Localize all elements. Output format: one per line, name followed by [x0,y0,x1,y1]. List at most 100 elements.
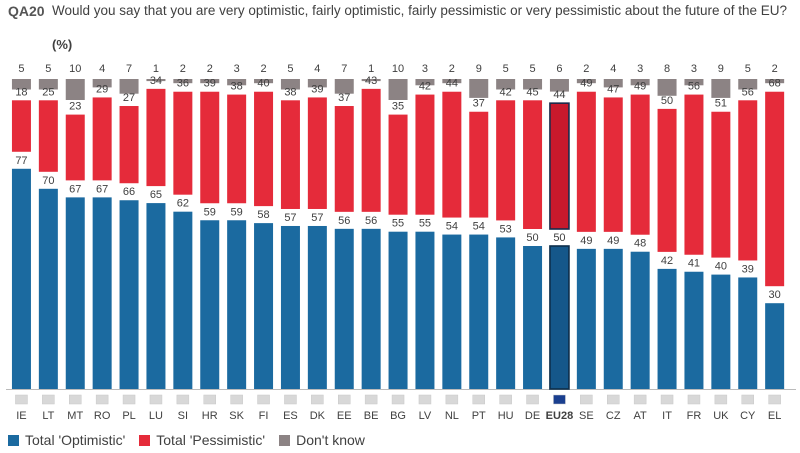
category-label-be: BE [364,410,379,422]
bar-optimistic-es [280,225,300,389]
legend: Total 'Optimistic' Total 'Pessimistic' D… [8,432,379,448]
label-pessimistic-si: 36 [177,78,189,90]
bar-optimistic-ro [92,197,112,389]
label-dont-know-lu: 1 [153,63,159,75]
bar-optimistic-hu [496,237,516,389]
label-pessimistic-lt: 25 [42,86,54,98]
bar-dont-know-pt [469,79,489,98]
legend-item-dont-know: Don't know [279,432,365,448]
label-dont-know-pl: 7 [126,63,132,75]
label-dont-know-eu28: 6 [556,63,562,75]
category-label-si: SI [178,410,188,422]
flag-fr [687,394,701,405]
label-pessimistic-es: 38 [284,86,296,98]
category-label-uk: UK [713,410,729,422]
label-optimistic-lv: 55 [419,218,431,230]
category-label-cy: CY [740,410,756,422]
label-dont-know-lv: 3 [422,63,428,75]
label-dont-know-be: 1 [368,63,374,75]
bar-optimistic-cz [603,248,623,389]
label-pessimistic-dk: 39 [311,83,323,95]
bar-pessimistic-ie [11,100,31,152]
label-dont-know-hr: 2 [207,63,213,75]
label-dont-know-mt: 10 [69,63,81,75]
label-optimistic-es: 57 [284,212,296,224]
flag-se [580,394,593,405]
flag-de [526,394,539,405]
bar-dont-know-cy [738,79,758,90]
bar-optimistic-ee [334,228,354,389]
legend-swatch-dont-know [279,434,291,446]
label-pessimistic-it: 50 [661,95,673,107]
bar-dont-know-sk [227,79,247,86]
label-optimistic-cy: 39 [742,263,754,275]
bar-optimistic-si [173,211,193,389]
label-dont-know-it: 8 [664,63,670,75]
flag-dk [311,394,324,405]
bar-pessimistic-lv [415,94,435,215]
category-label-eu28: EU28 [546,410,574,422]
bar-dont-know-es [280,79,300,90]
bar-optimistic-de [523,246,543,389]
label-pessimistic-pt: 37 [473,98,485,110]
bar-pessimistic-es [280,100,300,209]
bar-dont-know-pl [119,79,139,94]
flag-be [364,394,378,405]
label-dont-know-nl: 2 [449,63,455,75]
label-dont-know-cy: 5 [745,63,751,75]
bar-pessimistic-pl [119,106,139,184]
label-dont-know-dk: 4 [314,63,320,75]
category-label-hu: HU [498,410,514,422]
label-optimistic-ro: 67 [96,183,108,195]
flag-si [176,394,190,405]
bar-optimistic-at [630,251,650,389]
category-label-nl: NL [445,410,459,422]
label-pessimistic-pl: 27 [123,92,135,104]
label-pessimistic-ro: 29 [96,83,108,95]
flag-fi [257,394,270,405]
category-label-lu: LU [149,410,163,422]
bar-pessimistic-eu28 [549,102,570,230]
legend-item-pessimistic: Total 'Pessimistic' [139,432,265,448]
category-label-hr: HR [202,410,218,422]
bar-dont-know-ie [11,79,31,90]
category-label-el: EL [768,410,781,422]
bar-pessimistic-uk [711,111,731,258]
label-optimistic-ee: 56 [338,215,350,227]
label-optimistic-lt: 70 [42,175,54,187]
bar-optimistic-fr [684,271,704,389]
bar-pessimistic-cz [603,97,623,232]
bar-optimistic-dk [307,225,327,389]
bar-optimistic-pt [469,234,489,389]
bar-pessimistic-ro [92,97,112,181]
bar-dont-know-lv [415,79,435,86]
bar-pessimistic-sk [227,94,247,204]
bar-optimistic-fi [254,223,274,389]
bar-pessimistic-be [361,88,381,212]
flag-bg [391,394,405,405]
bar-dont-know-lu [146,79,166,82]
label-pessimistic-de: 45 [526,86,538,98]
bar-pessimistic-lt [38,100,58,172]
bar-optimistic-it [657,268,677,389]
bar-optimistic-mt [65,197,85,389]
bar-dont-know-de [523,79,543,90]
category-label-bg: BG [390,410,406,422]
bar-dont-know-dk [307,79,327,88]
bar-pessimistic-fi [254,91,274,207]
flag-lv [418,394,432,405]
bar-optimistic-be [361,228,381,389]
legend-label-dont-know: Don't know [296,432,365,448]
flag-el [768,394,781,405]
label-dont-know-fr: 3 [691,63,697,75]
bar-dont-know-si [173,79,193,84]
category-label-ee: EE [337,410,352,422]
label-optimistic-pt: 54 [473,221,485,233]
label-pessimistic-se: 49 [580,78,592,90]
bar-dont-know-bg [388,79,408,100]
flag-sk [230,394,243,405]
category-label-mt: MT [67,410,83,422]
bar-optimistic-cy [738,277,758,389]
category-label-lv: LV [419,410,432,422]
label-optimistic-bg: 55 [392,218,404,230]
